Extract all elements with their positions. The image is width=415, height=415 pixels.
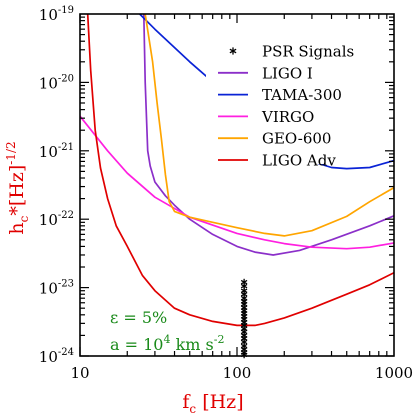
psr-signal-point — [240, 351, 248, 359]
legend-label-psr-signals: PSR Signals — [262, 43, 354, 61]
legend-entry-ligo-i: LIGO I — [218, 64, 313, 82]
legend-box — [206, 38, 374, 164]
curve-virgo — [80, 115, 394, 250]
curve-geo-600 — [144, 14, 394, 237]
epsilon-annotation: ε = 5% — [110, 308, 167, 327]
y-tick-label: 10-19 — [39, 5, 74, 24]
y-tick-label: 10-22 — [39, 210, 74, 229]
tick-label-layer: 10 100 1000 10-24 10-23 10-22 10-21 10-20 10-19 — [39, 5, 413, 382]
x-tick-label: 100 — [223, 364, 252, 382]
legend-label-virgo: VIRGO — [261, 108, 314, 126]
x-tick-label: 1000 — [375, 364, 413, 382]
legend-entry-psr-signals: PSR Signals — [229, 43, 354, 61]
legend-entry-geo-600: GEO-600 — [218, 130, 331, 148]
y-axis-title: hc*[Hz]-1/2 — [4, 141, 31, 234]
legend: PSR Signals LIGO I TAMA-300 VIRGO GEO-600 LIG… — [206, 38, 374, 170]
curve-ligo-adv — [86, 14, 394, 327]
legend-entry-virgo: VIRGO — [218, 108, 314, 126]
legend-label-tama-300: TAMA-300 — [262, 86, 342, 104]
legend-label-geo-600: GEO-600 — [262, 130, 331, 148]
legend-items: PSR Signals LIGO I TAMA-300 VIRGO GEO-600 LIG… — [218, 43, 354, 170]
y-tick-label: 10-21 — [39, 142, 74, 161]
y-tick-label: 10-23 — [39, 279, 74, 298]
legend-entry-tama-300: TAMA-300 — [218, 86, 342, 104]
legend-marker-psr — [229, 47, 237, 55]
curve-layer — [80, 14, 394, 327]
psr-signals-layer — [240, 278, 248, 359]
y-tick-label: 10-24 — [39, 347, 74, 366]
legend-label-ligo-adv: LIGO Adv — [262, 152, 336, 170]
curve-ligo-i — [142, 14, 394, 256]
x-axis-title: fc [Hz] — [182, 391, 243, 415]
legend-label-ligo-i: LIGO I — [262, 64, 313, 82]
x-tick-label: 10 — [70, 364, 89, 382]
tick-layer — [79, 14, 394, 357]
accel-annotation: a = 104 km s-2 — [110, 333, 224, 354]
y-tick-label: 10-20 — [39, 73, 74, 92]
legend-entry-ligo-adv: LIGO Adv — [218, 152, 336, 170]
